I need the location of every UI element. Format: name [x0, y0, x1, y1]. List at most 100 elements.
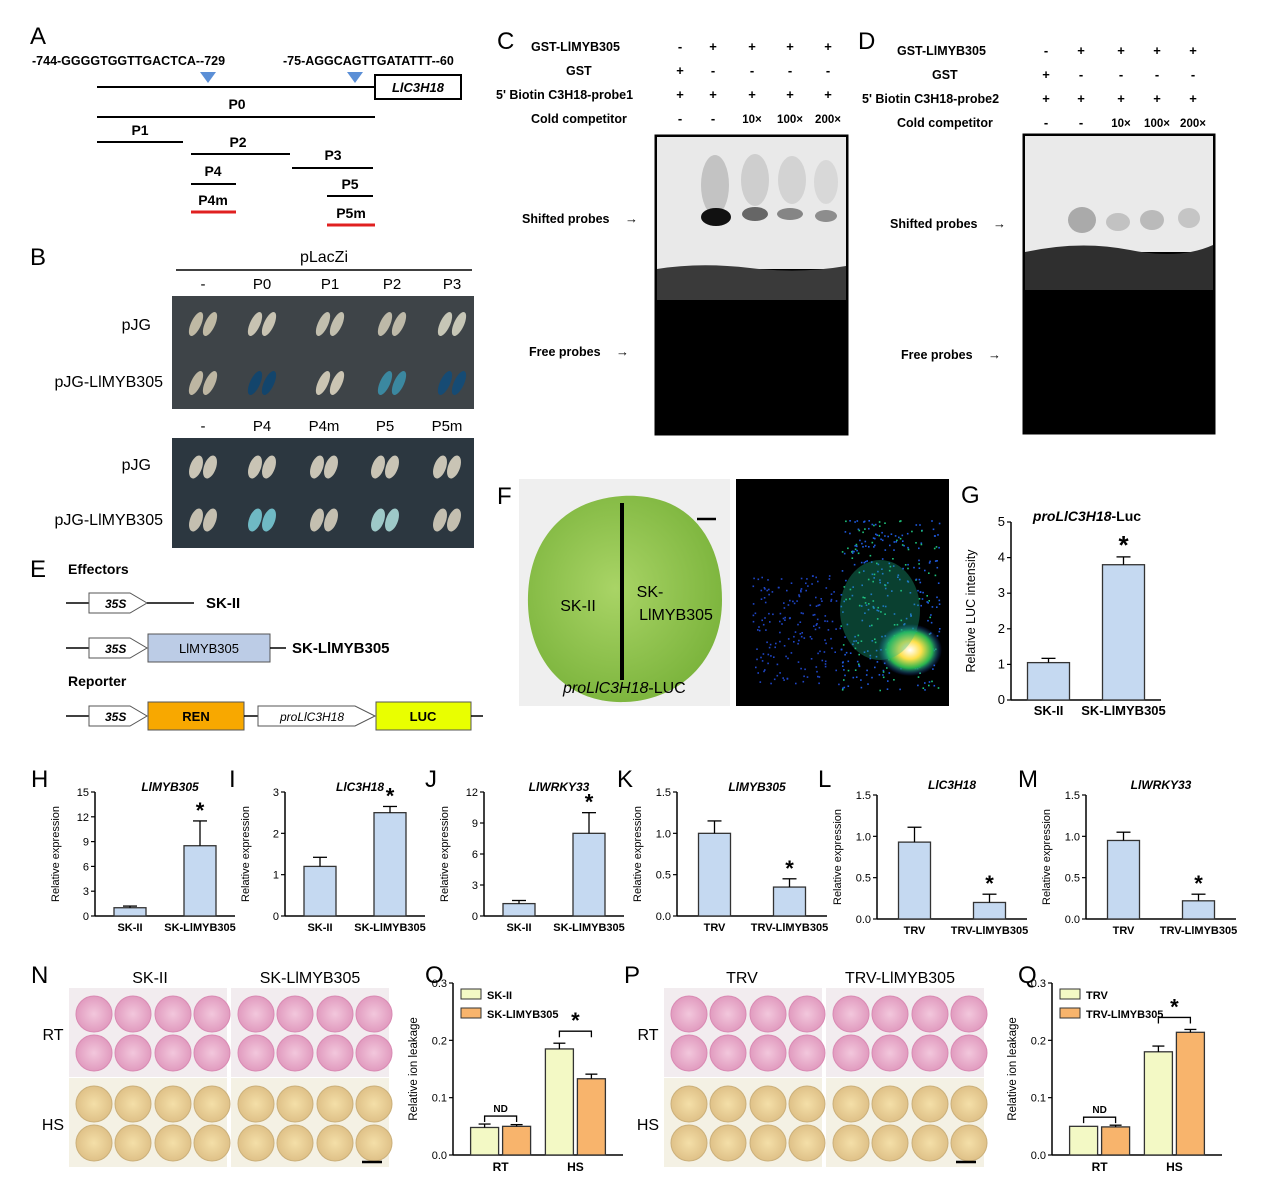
panel-label-d: D — [858, 28, 875, 55]
promoter-label: 35S — [105, 642, 126, 656]
luc-pixel — [771, 591, 774, 593]
emsa-row-label: Cold competitor — [897, 116, 993, 130]
lane-value: + — [748, 87, 756, 102]
significance-star: * — [1118, 530, 1129, 560]
panel-label-n: N — [31, 962, 48, 989]
luc-pixel — [890, 533, 893, 535]
bar — [502, 902, 536, 917]
x-tick-label: TRV — [1113, 925, 1135, 937]
luc-pixel — [773, 678, 776, 681]
luc-pixel — [779, 640, 781, 643]
luc-pixel — [857, 642, 859, 644]
luc-pixel — [896, 623, 899, 626]
luc-pixel — [842, 644, 845, 646]
luc-pixel — [893, 541, 896, 543]
luc-pixel — [880, 538, 882, 541]
luc-pixel — [919, 524, 921, 526]
luc-pixel — [817, 652, 819, 655]
leaf-disc — [316, 1085, 354, 1123]
luc-pixel — [787, 604, 790, 606]
lane-value: 10× — [1111, 118, 1131, 130]
panel-label-m: M — [1018, 766, 1038, 793]
luc-pixel — [864, 597, 866, 599]
panel-j: J 0 3 6 9 12 Relative expression LlWRKY33 SK-II… — [425, 766, 625, 934]
luc-pixel — [855, 543, 858, 546]
leaf-disc — [154, 1034, 192, 1072]
luc-pixel — [767, 662, 769, 665]
promoter-label: 35S — [105, 710, 126, 724]
luc-pixel — [764, 588, 766, 590]
luc-pixel — [852, 643, 854, 646]
luc-pixel — [882, 676, 885, 679]
luc-pixel — [872, 537, 875, 539]
yeast-colony — [315, 312, 331, 336]
binding-site-marker — [200, 72, 216, 83]
bar — [183, 845, 217, 917]
y-tick-label: 0.5 — [656, 870, 671, 882]
luc-pixel — [843, 686, 846, 689]
leaf-disc — [950, 1124, 988, 1162]
leaf-disc — [832, 1124, 870, 1162]
y-tick-label: 0.5 — [1065, 873, 1080, 885]
luc-pixel — [939, 628, 941, 630]
y-tick-label: 0.0 — [1031, 1150, 1046, 1162]
luc-pixel — [753, 577, 755, 580]
y-tick-label: 1.5 — [1065, 790, 1080, 802]
luc-pixel — [933, 547, 936, 550]
luc-pixel — [877, 563, 880, 566]
luc-pixel — [800, 667, 802, 670]
row-label-hs: HS — [637, 1117, 659, 1134]
luc-pixel — [779, 631, 781, 634]
fragment-label-p1: P1 — [131, 122, 148, 138]
leaf-disc — [788, 1085, 826, 1123]
luc-pixel — [927, 619, 929, 622]
bar — [1181, 900, 1216, 920]
lane-value: + — [1042, 91, 1050, 106]
promoter-arrow — [257, 705, 377, 727]
leaf-disc — [788, 1034, 826, 1072]
luc-pixel — [858, 571, 861, 574]
bar — [1143, 1051, 1174, 1156]
luc-pixel — [938, 546, 940, 549]
luc-pixel — [863, 561, 866, 564]
luc-pixel — [871, 523, 874, 526]
luc-pixel — [857, 552, 860, 555]
luc-pixel — [926, 601, 928, 603]
luc-pixel — [928, 562, 931, 564]
luc-pixel — [863, 570, 865, 572]
legend-label: TRV-LlMYB305 — [1086, 1009, 1163, 1021]
luc-pixel — [824, 620, 826, 622]
y-tick-label: 0.5 — [856, 873, 871, 885]
panel-label-f: F — [497, 483, 512, 510]
y-tick-label: 0.0 — [1065, 914, 1080, 926]
luc-pixel — [800, 577, 803, 580]
luc-pixel — [872, 605, 875, 608]
binding-site-marker — [347, 72, 363, 83]
luc-pixel — [884, 605, 887, 608]
significance-star: * — [571, 1008, 580, 1033]
luc-pixel — [824, 663, 827, 665]
leaf-disc — [832, 995, 870, 1033]
luc-pixel — [915, 578, 918, 581]
luc-pixel — [766, 641, 768, 644]
shifted-band — [1068, 207, 1096, 233]
luc-pixel — [805, 589, 807, 592]
luc-pixel — [824, 615, 827, 617]
luc-pixel — [934, 574, 937, 577]
luc-pixel — [920, 542, 923, 544]
luc-pixel — [860, 561, 863, 564]
luc-pixel — [889, 565, 892, 568]
leaf-disc — [832, 1085, 870, 1123]
yeast-colony — [433, 508, 447, 532]
yeast-colony — [247, 312, 263, 336]
y-tick-label: 5 — [998, 514, 1005, 529]
luc-pixel — [869, 554, 872, 557]
leaf-disc — [911, 995, 949, 1033]
fragment-label-p5m: P5m — [336, 205, 366, 221]
panel-f: F SK-II SK- LlMYB305 proLlC3H18-LUC — [497, 479, 949, 706]
luc-pixel — [897, 574, 900, 576]
luc-hotspot — [878, 624, 942, 676]
y-tick-label: 12 — [466, 787, 478, 799]
lane-value: + — [1117, 43, 1125, 58]
